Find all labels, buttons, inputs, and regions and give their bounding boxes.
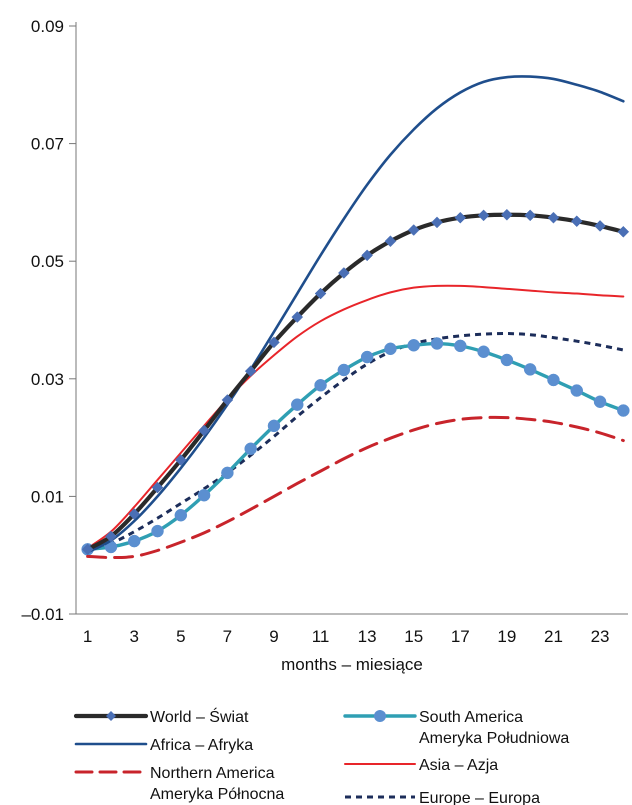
legend-item-northern-america-ameryka-polnocna: Northern America Ameryka Północna: [74, 765, 284, 803]
x-tick-label: 21: [544, 627, 563, 646]
data-point-marker: [500, 353, 514, 367]
y-axis: –0.01 0.01 0.03 0.05 0.07 0.09: [21, 17, 77, 624]
data-point-marker: [594, 220, 606, 232]
y-tick-label: –0.01: [21, 605, 64, 624]
data-point-marker: [314, 287, 327, 300]
legend-label: Northern America: [150, 765, 275, 782]
data-point-marker: [454, 211, 467, 224]
series-line: [86, 284, 625, 550]
legend-item-asia-azja: Asia – Azja: [344, 757, 498, 774]
legend-label: World – Świat: [150, 707, 249, 726]
legend-item-africa-afryka: Africa – Afryka: [74, 737, 253, 754]
data-point-marker: [617, 225, 630, 238]
data-point-marker: [197, 488, 211, 502]
x-tick-label: 1: [83, 627, 92, 646]
data-point-marker: [501, 208, 513, 221]
data-point-marker: [407, 224, 420, 236]
data-point-marker: [291, 398, 304, 411]
data-point-marker: [384, 342, 397, 356]
data-point-marker: [547, 373, 560, 387]
series-world-swiat: [81, 208, 630, 556]
data-point-marker: [244, 442, 257, 456]
x-tick-label: 19: [497, 627, 516, 646]
series-line: [86, 415, 625, 560]
x-tick-label: 23: [591, 627, 610, 646]
x-tick-label: 5: [176, 627, 185, 646]
x-tick-label: 3: [129, 627, 138, 646]
data-point-marker: [221, 466, 234, 480]
series-line: [85, 212, 626, 552]
series-africa-afryka: [86, 75, 625, 554]
legend: World – Świat Africa – Afryka Northern Ame…: [73, 707, 569, 805]
data-point-marker: [151, 524, 164, 538]
y-tick-label: 0.07: [31, 135, 64, 154]
legend-label: Ameryka Północna: [150, 786, 284, 803]
y-tick-label: 0.01: [31, 487, 64, 506]
data-point-marker: [151, 481, 164, 494]
data-point-marker: [105, 530, 117, 543]
data-point-marker: [291, 311, 304, 323]
y-tick-label: 0.05: [31, 252, 64, 271]
data-point-marker: [128, 508, 141, 520]
x-tick-label: 9: [269, 627, 278, 646]
data-point-marker: [337, 267, 350, 279]
x-tick-label: 11: [312, 627, 330, 646]
data-point-marker: [617, 404, 630, 417]
data-point-marker: [361, 249, 373, 262]
data-point-marker: [407, 339, 420, 352]
series-line: [87, 332, 624, 552]
data-point-marker: [523, 363, 537, 376]
data-point-marker: [593, 395, 607, 408]
data-point-marker: [127, 534, 141, 548]
plot-area: [81, 75, 630, 560]
x-axis-title: months – miesiące: [281, 655, 423, 674]
data-point-marker: [547, 211, 560, 224]
data-point-marker: [431, 216, 443, 229]
data-point-marker: [221, 394, 234, 406]
series-europe-europa: [87, 332, 624, 552]
data-point-marker: [384, 235, 397, 248]
legend-label: Ameryka Południowa: [419, 730, 569, 747]
data-point-marker: [244, 365, 257, 378]
series-line: [86, 75, 625, 554]
data-point-marker: [477, 209, 490, 222]
series-line: [85, 341, 626, 552]
data-point-marker: [81, 543, 94, 556]
data-point-marker: [174, 454, 187, 466]
series-northern-america-ameryka-polnocna: [86, 415, 625, 560]
data-point-marker: [268, 336, 280, 349]
legend-label: Europe – Europa: [419, 790, 540, 805]
x-tick-label: 7: [223, 627, 232, 646]
x-tick-label: 17: [451, 627, 470, 646]
data-point-marker: [337, 363, 351, 377]
legend-label: Africa – Afryka: [150, 737, 253, 754]
x-tick-label: 15: [404, 627, 423, 646]
legend-marker: [106, 711, 116, 721]
legend-item-world-swiat: World – Świat: [73, 707, 249, 726]
legend-label: South America: [419, 709, 523, 726]
data-point-marker: [430, 337, 444, 350]
data-point-marker: [198, 424, 210, 437]
legend-marker: [374, 710, 386, 722]
data-point-marker: [360, 350, 374, 364]
data-point-marker: [477, 345, 490, 359]
data-point-marker: [454, 339, 467, 353]
y-tick-label: 0.09: [31, 17, 64, 36]
data-point-marker: [314, 379, 327, 392]
legend-item-europe-europa: Europe – Europa: [345, 790, 540, 805]
data-point-marker: [570, 215, 583, 228]
data-point-marker: [267, 419, 281, 433]
y-tick-label: 0.03: [31, 370, 64, 389]
series-asia-azja: [86, 284, 625, 550]
legend-label: Asia – Azja: [419, 757, 498, 774]
x-tick-label: 13: [358, 627, 377, 646]
series-south-america-ameryka-poludniowa: [81, 337, 630, 556]
data-point-marker: [524, 209, 537, 222]
data-point-marker: [570, 384, 584, 397]
data-point-marker: [174, 508, 188, 522]
legend-item-south-america-ameryka-poludniowa: South America Ameryka Południowa: [343, 709, 569, 747]
